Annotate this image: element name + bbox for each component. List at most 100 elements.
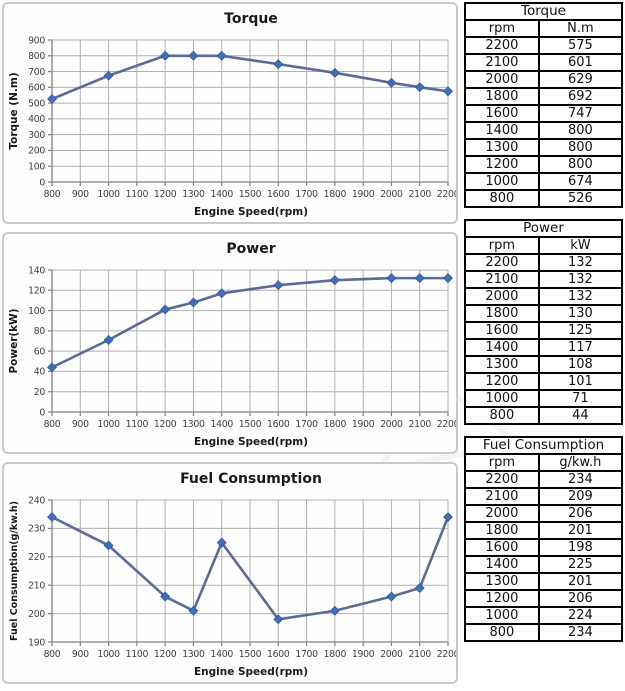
fuel-consumption-chart: Fuel Consumption Engine Speed(rpm) Fuel … — [9, 471, 456, 678]
data-point-marker — [103, 70, 114, 81]
x-tick-label: 2200 — [437, 419, 456, 430]
rpm-cell: 1300 — [464, 572, 540, 591]
x-tick-label: 1900 — [352, 649, 375, 660]
x-tick-label: 2000 — [380, 419, 403, 430]
rpm-cell: 2000 — [464, 504, 540, 523]
value-cell: 209 — [537, 487, 624, 506]
data-point-marker — [188, 605, 199, 616]
x-tick-label: 1200 — [154, 419, 177, 430]
rpm-cell: 2000 — [464, 70, 540, 89]
data-point-marker — [386, 591, 397, 602]
data-point-marker — [103, 335, 114, 345]
y-tick-label: 900 — [28, 35, 45, 46]
value-cell: 800 — [537, 138, 624, 157]
table-row: 2000 206 — [464, 504, 624, 523]
value-cell: 108 — [537, 355, 624, 374]
x-tick-label: 1600 — [267, 649, 290, 660]
table-row: 2000 629 — [464, 70, 624, 89]
x-tick-label: 2200 — [437, 189, 456, 200]
value-cell: 198 — [537, 538, 624, 557]
value-cell: 101 — [537, 372, 624, 391]
data-point-marker — [273, 280, 284, 291]
x-tick-label: 1800 — [324, 649, 347, 660]
data-point-marker — [103, 540, 114, 551]
y-axis-title: Fuel Consumption(g/kw.h) — [9, 501, 20, 641]
rpm-cell: 1000 — [464, 389, 540, 408]
x-tick-label: 1700 — [295, 189, 318, 200]
data-point-marker — [386, 273, 397, 284]
y-tick-label: 200 — [28, 146, 45, 157]
table-row: 2200 234 — [464, 470, 624, 489]
rpm-cell: 1600 — [464, 538, 540, 557]
value-cell: 747 — [537, 104, 624, 123]
chart-title: Torque — [224, 11, 278, 27]
table-row: 1400 225 — [464, 555, 624, 574]
y-tick-label: 100 — [28, 306, 45, 317]
table-row: 2100 601 — [464, 53, 624, 72]
rpm-cell: 800 — [464, 623, 540, 642]
table-row: 1600 198 — [464, 538, 624, 557]
rpm-cell: 2200 — [464, 470, 540, 489]
chart-title: Fuel Consumption — [180, 471, 322, 487]
rpm-cell: 1200 — [464, 155, 540, 174]
x-tick-label: 1000 — [97, 419, 120, 430]
y-tick-label: 0 — [39, 407, 45, 418]
table-row: 1000 674 — [464, 172, 624, 191]
charts-column: Torque Engine Speed(rpm) Torque (N.m) 0 1… — [2, 2, 458, 691]
fuel-plot-area: 190 200 210 220 230 240 800 900 1000 1100 1200 1300… — [28, 495, 456, 660]
value-cell: 206 — [537, 504, 624, 523]
data-point-marker — [216, 288, 227, 299]
rpm-cell: 2100 — [464, 487, 540, 506]
x-tick-label: 1900 — [352, 419, 375, 430]
data-point-marker — [443, 86, 453, 97]
value-cell: 201 — [537, 521, 624, 540]
rpm-cell: 1300 — [464, 355, 540, 374]
data-point-marker — [414, 82, 425, 93]
x-tick-label: 2000 — [380, 189, 403, 200]
x-tick-label: 1700 — [295, 649, 318, 660]
y-axis-title: Torque (N.m) — [8, 72, 20, 149]
power-plot-area: 0 20 40 60 80 100 120 140 800 900 1000 1100 1200 1300… — [28, 265, 456, 430]
table-row: 1600 125 — [464, 321, 624, 340]
y-tick-label: 700 — [28, 67, 45, 78]
y-tick-label: 800 — [28, 51, 45, 62]
value-cell: 130 — [537, 304, 624, 323]
rpm-cell: 1800 — [464, 87, 540, 106]
y-tick-label: 220 — [28, 552, 45, 563]
x-tick-label: 1500 — [239, 649, 262, 660]
x-tick-label: 1200 — [154, 189, 177, 200]
table-row: 2200 132 — [464, 253, 624, 272]
table-row: 1400 117 — [464, 338, 624, 357]
table-row: 1800 201 — [464, 521, 624, 540]
table-row: 2000 132 — [464, 287, 624, 306]
data-point-marker — [414, 273, 425, 284]
y-tick-label: 60 — [34, 346, 46, 357]
y-axis-title: Power(kW) — [8, 308, 20, 373]
value-cell: 206 — [537, 589, 624, 608]
chart-title: Power — [226, 241, 275, 257]
value-cell: 44 — [537, 406, 624, 425]
fuel-consumption-table: Fuel Consumption rpm g/kw.h 2200 234 2100 2… — [464, 436, 624, 642]
torque-table: Torque rpm N.m 2200 575 2100 601 2000 629 1800… — [464, 2, 624, 208]
table-row: 1300 201 — [464, 572, 624, 591]
y-tick-label: 0 — [39, 177, 45, 188]
rpm-cell: 1600 — [464, 321, 540, 340]
table-row: 800 526 — [464, 189, 624, 208]
data-point-marker — [216, 537, 227, 548]
data-point-marker — [329, 275, 340, 286]
x-tick-label: 1400 — [210, 419, 233, 430]
rpm-cell: 1400 — [464, 555, 540, 574]
data-point-marker — [47, 362, 57, 373]
x-tick-label: 1500 — [239, 189, 262, 200]
x-tick-label: 2100 — [408, 419, 431, 430]
value-cell: 526 — [537, 189, 624, 208]
table-row: 1200 206 — [464, 589, 624, 608]
x-tick-label: 1200 — [154, 649, 177, 660]
table-row: 1600 747 — [464, 104, 624, 123]
y-tick-label: 500 — [28, 98, 45, 109]
x-tick-label: 1500 — [239, 419, 262, 430]
column-header-value: N.m — [537, 19, 624, 38]
series-line — [50, 276, 450, 369]
column-header-rpm: rpm — [464, 453, 540, 472]
